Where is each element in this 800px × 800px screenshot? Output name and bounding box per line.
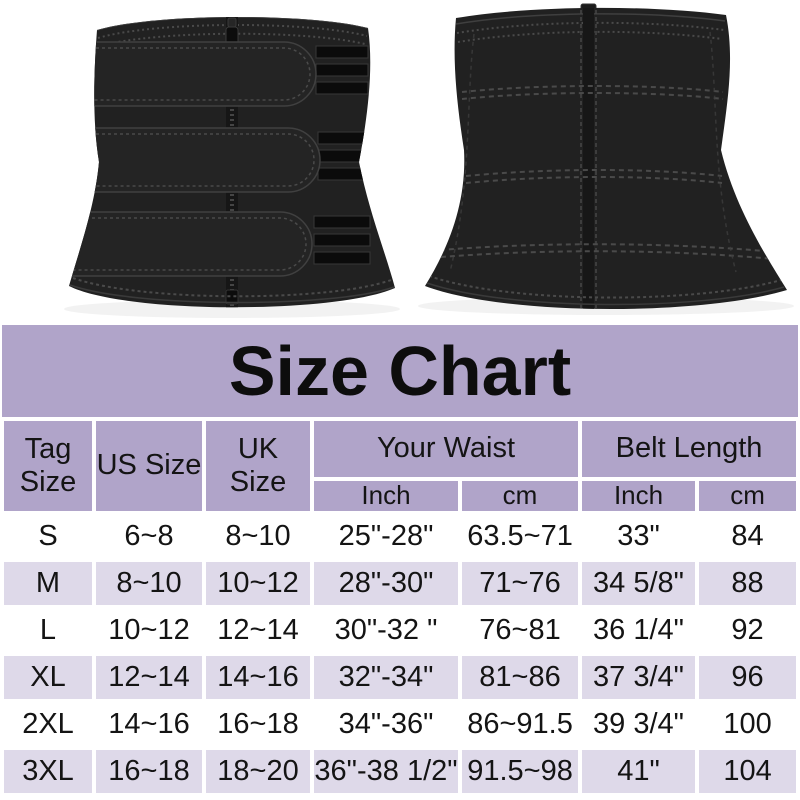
cell-belt-cm: 88	[699, 562, 797, 605]
cell-tag: S	[4, 515, 92, 558]
cell-uk: 10~12	[206, 562, 310, 605]
cell-waist-inch: 28"-30"	[314, 562, 458, 605]
header-us-size: US Size	[96, 421, 202, 511]
header-belt-length: Belt Length	[582, 421, 797, 477]
front-straps	[69, 41, 321, 277]
cell-us: 6~8	[96, 515, 202, 558]
cell-tag: 3XL	[4, 750, 92, 793]
waist-trainer-back-image	[425, 3, 787, 310]
waist-trainer-front-image	[69, 16, 395, 308]
cell-belt-inch: 36 1/4"	[582, 609, 696, 652]
header-your-waist: Your Waist	[314, 421, 579, 477]
subheader-row: Inch cm Inch cm	[4, 481, 797, 511]
cell-belt-inch: 41"	[582, 750, 696, 793]
size-row-3xl: 3XL 16~18 18~20 36"-38 1/2" 91.5~98 41" …	[4, 750, 797, 793]
size-chart-table: Tag Size US Size UK Size Your Waist Belt…	[0, 417, 800, 797]
product-image-area	[0, 0, 800, 322]
cell-us: 8~10	[96, 562, 202, 605]
size-row-xl: XL 12~14 14~16 32"-34" 81~86 37 3/4" 96	[4, 656, 797, 699]
cell-waist-cm: 63.5~71	[462, 515, 579, 558]
front-shadow	[64, 300, 400, 318]
cell-waist-inch: 30"-32 "	[314, 609, 458, 652]
cell-us: 10~12	[96, 609, 202, 652]
cell-belt-inch: 34 5/8"	[582, 562, 696, 605]
size-row-2xl: 2XL 14~16 16~18 34"-36" 86~91.5 39 3/4" …	[4, 703, 797, 746]
header-tag-size: Tag Size	[4, 421, 92, 511]
cell-uk: 14~16	[206, 656, 310, 699]
cell-belt-cm: 104	[699, 750, 797, 793]
cell-uk: 12~14	[206, 609, 310, 652]
cell-waist-cm: 86~91.5	[462, 703, 579, 746]
back-center-seam	[580, 8, 597, 310]
cell-uk: 8~10	[206, 515, 310, 558]
cell-uk: 16~18	[206, 703, 310, 746]
cell-uk: 18~20	[206, 750, 310, 793]
header-uk-size: UK Size	[206, 421, 310, 511]
cell-us: 16~18	[96, 750, 202, 793]
cell-belt-cm: 96	[699, 656, 797, 699]
subheader-belt-inch: Inch	[582, 481, 696, 511]
cell-waist-inch: 25"-28"	[314, 515, 458, 558]
cell-us: 14~16	[96, 703, 202, 746]
velcro-panel	[313, 45, 371, 265]
size-chart-title: Size Chart	[2, 325, 798, 417]
size-row-s: S 6~8 8~10 25"-28" 63.5~71 33" 84	[4, 515, 797, 558]
cell-waist-cm: 76~81	[462, 609, 579, 652]
subheader-waist-cm: cm	[462, 481, 579, 511]
subheader-belt-cm: cm	[699, 481, 797, 511]
cell-belt-cm: 84	[699, 515, 797, 558]
cell-belt-cm: 100	[699, 703, 797, 746]
cell-waist-inch: 32"-34"	[314, 656, 458, 699]
cell-belt-cm: 92	[699, 609, 797, 652]
cell-belt-inch: 37 3/4"	[582, 656, 696, 699]
cell-waist-inch: 36"-38 1/2"	[314, 750, 458, 793]
cell-belt-inch: 39 3/4"	[582, 703, 696, 746]
cell-waist-cm: 91.5~98	[462, 750, 579, 793]
size-row-l: L 10~12 12~14 30"-32 " 76~81 36 1/4" 92	[4, 609, 797, 652]
back-stitch-lines	[439, 85, 777, 260]
size-row-m: M 8~10 10~12 28"-30" 71~76 34 5/8" 88	[4, 562, 797, 605]
cell-waist-cm: 71~76	[462, 562, 579, 605]
cell-us: 12~14	[96, 656, 202, 699]
cell-tag: L	[4, 609, 92, 652]
cell-belt-inch: 33"	[582, 515, 696, 558]
cell-waist-inch: 34"-36"	[314, 703, 458, 746]
cell-tag: 2XL	[4, 703, 92, 746]
subheader-waist-inch: Inch	[314, 481, 458, 511]
header-row: Tag Size US Size UK Size Your Waist Belt…	[4, 421, 797, 511]
cell-tag: M	[4, 562, 92, 605]
cell-tag: XL	[4, 656, 92, 699]
cell-waist-cm: 81~86	[462, 656, 579, 699]
waist-trainer-product-image	[64, 3, 794, 318]
